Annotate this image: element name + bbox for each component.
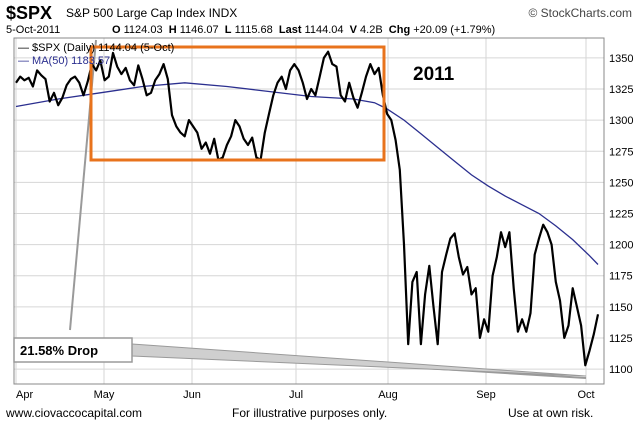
y-tick-label: 1100	[609, 364, 633, 376]
y-tick-label: 1300	[609, 115, 633, 127]
callout-box	[13, 337, 133, 363]
footer-disclaimer: For illustrative purposes only.	[232, 406, 388, 420]
quote-date: 5-Oct-2011	[6, 24, 61, 36]
open-value: 1124.03	[123, 24, 163, 36]
legend-spx: — $SPX (Daily) 1144.04 (5-Oct)	[18, 42, 174, 54]
volume-label: V	[349, 24, 357, 36]
x-tick-label: Aug	[378, 389, 398, 401]
x-tick-label: Apr	[16, 389, 33, 401]
open-label: O	[112, 24, 121, 36]
source-label[interactable]: © StockCharts.com	[528, 6, 632, 20]
callout-fan	[131, 343, 587, 377]
y-tick-label: 1250	[609, 177, 633, 189]
drop-callout: 21.58% Drop	[13, 39, 587, 379]
high-value: 1146.07	[179, 24, 219, 36]
footer-website[interactable]: www.ciovaccocapital.com	[6, 406, 143, 420]
index-title: S&P 500 Large Cap Index	[66, 6, 206, 20]
y-tick-label: 1325	[609, 84, 633, 96]
y-tick-label: 1150	[609, 302, 633, 314]
last-label: Last	[278, 24, 302, 36]
highlight-box	[89, 45, 386, 162]
x-tick-label: Jul	[289, 389, 303, 401]
low-value: 1115.68	[234, 24, 273, 36]
last-value: 1144.04	[304, 24, 344, 36]
y-tick-label: 1225	[609, 208, 633, 220]
y-axis-ticks: 1100 1125 1150 1175 1200 1225 1250 1275 1300 1325…	[609, 53, 633, 376]
x-tick-label: May	[94, 389, 115, 401]
x-axis-ticks: Apr May Jun Jul Aug Sep Oct	[16, 389, 595, 401]
ma50-line	[15, 82, 599, 265]
legend-ma50: — MA(50) 1183.57	[18, 55, 110, 67]
y-tick-label: 1275	[609, 146, 633, 158]
x-tick-label: Jun	[183, 389, 201, 401]
x-tick-label: Oct	[577, 389, 594, 401]
volume-value: 4.2B	[360, 24, 383, 36]
exchange-label: INDX	[208, 6, 238, 20]
index-name: S&P 500 Large Cap Index INDX	[66, 6, 237, 20]
grid-lines	[14, 38, 604, 384]
y-tick-label: 1175	[609, 271, 633, 283]
quote-stats: O 1124.03 H 1146.07 L 1115.68 Last 1144.…	[112, 24, 495, 36]
spx-price-line	[15, 50, 600, 367]
drop-label: 21.58% Drop	[20, 343, 98, 358]
plot-frame	[13, 37, 605, 385]
y-tick-label: 1350	[609, 53, 633, 65]
low-label: L	[224, 24, 232, 36]
y-tick-label: 1200	[609, 240, 633, 252]
high-label: H	[168, 24, 177, 36]
y-tick-label: 1125	[609, 333, 633, 345]
chg-label: Chg	[388, 24, 411, 36]
year-annotation: 2011	[413, 64, 455, 85]
x-tick-label: Sep	[476, 389, 496, 401]
chg-value: +20.09 (+1.79%)	[413, 24, 496, 36]
ticker-symbol: $SPX	[6, 3, 53, 23]
footer-risk: Use at own risk.	[508, 406, 594, 420]
legend: — $SPX (Daily) 1144.04 (5-Oct) — MA(50) …	[18, 42, 174, 67]
